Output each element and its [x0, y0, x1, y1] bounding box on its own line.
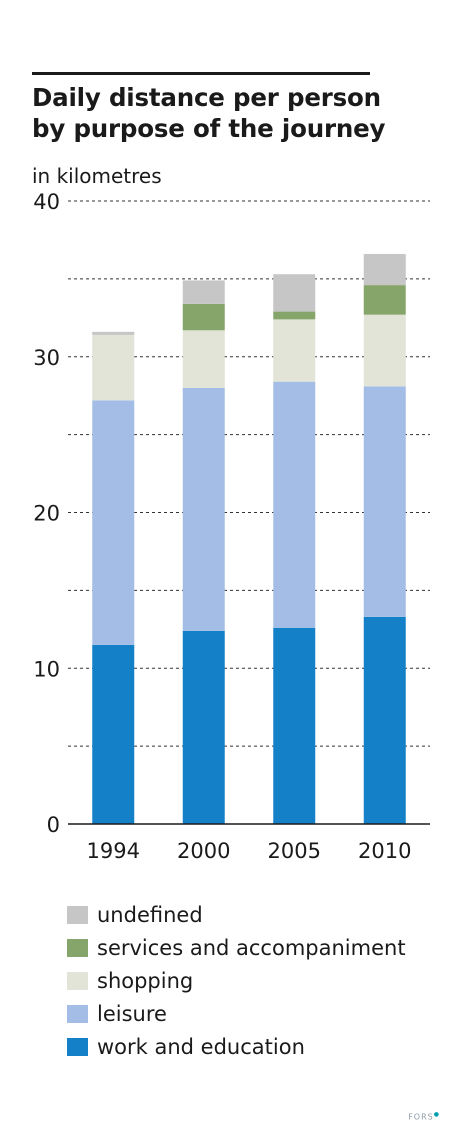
bar-segment	[273, 274, 316, 312]
bar-segment	[92, 644, 135, 824]
bar-segment	[182, 387, 225, 631]
legend-item: work and education	[67, 1030, 406, 1063]
bar-segment	[92, 334, 135, 401]
bar-segment	[363, 386, 406, 617]
legend-label: leisure	[97, 1001, 167, 1026]
x-tick-label: 2010	[358, 839, 411, 863]
legend-swatch	[67, 938, 88, 957]
stacked-bar-chart: 0 10 20 30 40 1994 2000 2005 2010	[33, 190, 430, 863]
legend-label: shopping	[97, 968, 194, 993]
x-tick-label: 2005	[268, 839, 321, 863]
chart-title: Daily distance per person by purpose of …	[32, 82, 432, 144]
bar-segment	[182, 330, 225, 388]
bar-segment	[273, 319, 316, 382]
y-tick-label: 0	[47, 813, 60, 837]
legend-label: services and accompaniment	[97, 935, 406, 960]
bar-segment	[363, 253, 406, 286]
legend-item: leisure	[67, 997, 406, 1030]
bar-segment	[273, 381, 316, 628]
y-tick-label: 20	[33, 502, 60, 526]
bar-segment	[273, 627, 316, 824]
chart-title-line-1: Daily distance per person	[32, 83, 381, 112]
credit-logo: FORS●	[408, 1111, 440, 1122]
unit-label: in kilometres	[32, 164, 162, 188]
legend-swatch	[67, 971, 88, 990]
bar-segment	[182, 303, 225, 331]
chart-title-line-2: by purpose of the journey	[32, 114, 386, 143]
x-tick-label: 2000	[177, 839, 230, 863]
legend-label: undefined	[97, 902, 203, 927]
legend-item: services and accompaniment	[67, 931, 406, 964]
y-tick-label: 30	[33, 346, 60, 370]
legend-swatch	[67, 1004, 88, 1023]
title-rule	[32, 72, 370, 75]
bar-segment	[92, 331, 135, 335]
bar-segment	[182, 630, 225, 824]
x-tick-label: 1994	[87, 839, 140, 863]
bar-segment	[182, 280, 225, 304]
bar-segment	[273, 311, 316, 320]
legend-item: shopping	[67, 964, 406, 997]
bar-segment	[363, 314, 406, 387]
legend-swatch	[67, 1037, 88, 1056]
bar-segment	[363, 616, 406, 824]
y-tick-label: 10	[33, 657, 60, 681]
legend-swatch	[67, 905, 88, 924]
legend: undefined services and accompaniment shopp…	[67, 898, 406, 1063]
bar-segment	[92, 400, 135, 645]
legend-item: undefined	[67, 898, 406, 931]
bar-segment	[363, 285, 406, 315]
y-tick-label: 40	[33, 190, 60, 214]
legend-label: work and education	[97, 1034, 305, 1059]
